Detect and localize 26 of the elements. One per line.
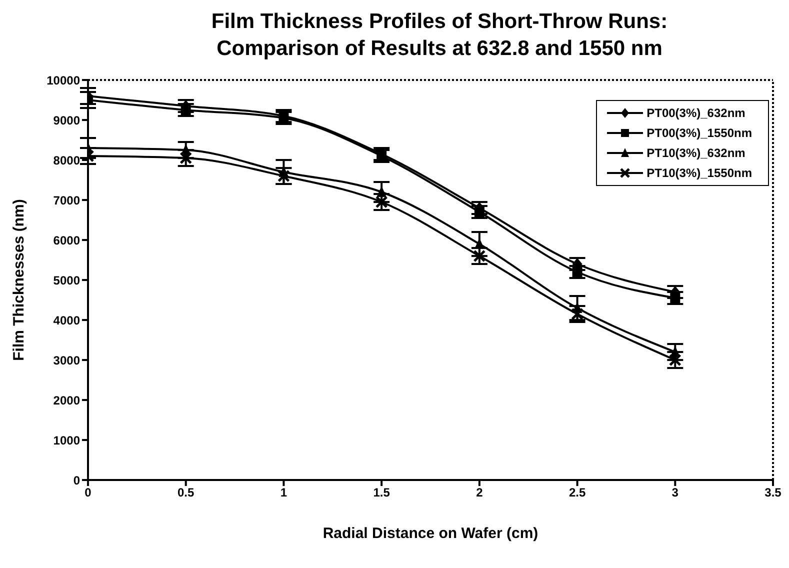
x-tick-label: 0 <box>84 486 92 500</box>
x-tick-label: 2 <box>476 486 484 500</box>
legend-label: PT00(3%)_1550nm <box>646 126 752 140</box>
y-tick-label: 3000 <box>53 353 80 368</box>
y-axis-title: Film Thicknesses (nm) <box>10 199 28 361</box>
x-axis-title: Radial Distance on Wafer (cm) <box>322 525 538 542</box>
y-tick-label: 8000 <box>53 153 80 168</box>
chart-title: Film Thickness Profiles of Short-Throw Runs: Comparison of Results at 632.8 and 1550 nm <box>210 9 669 62</box>
x-tick-label: 3.5 <box>764 486 782 500</box>
y-tick-label: 10000 <box>46 73 80 88</box>
y-tick-label: 1000 <box>53 433 80 448</box>
x-tick-label: 0.5 <box>178 486 195 500</box>
x-tick-label: 1.5 <box>373 486 390 500</box>
legend-label: PT00(3%)_632nm <box>646 106 746 120</box>
legend-label: PT10(3%)_632nm <box>646 146 746 160</box>
legend-label: PT10(3%)_1550nm <box>646 166 752 180</box>
y-tick-label: 5000 <box>53 273 80 288</box>
x-tick-label: 1 <box>280 486 288 500</box>
y-tick-label: 2000 <box>53 393 80 408</box>
x-tick-label: 2.5 <box>568 486 586 500</box>
x-tick-label: 3 <box>672 486 679 500</box>
y-tick-label: 4000 <box>53 313 80 328</box>
y-tick-label: 9000 <box>53 113 80 128</box>
y-tick-label: 0 <box>73 473 80 488</box>
y-tick-label: 7000 <box>53 193 80 208</box>
y-tick-label: 6000 <box>53 233 80 248</box>
